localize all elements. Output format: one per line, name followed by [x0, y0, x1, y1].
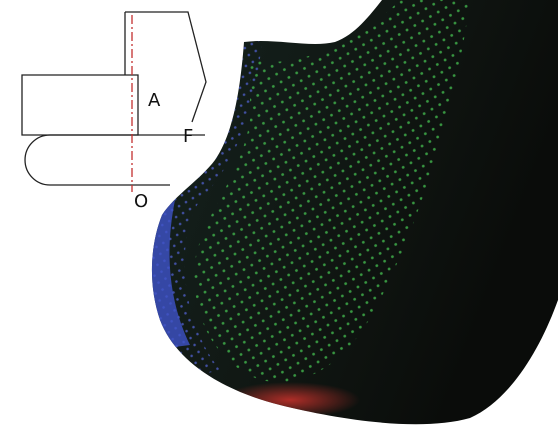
page: {"labels": {"a": "A", "f": "F", "o": "O"… — [0, 0, 558, 436]
particle-mass — [0, 0, 558, 436]
excavator-outline — [22, 12, 206, 185]
label-f: F — [183, 126, 193, 147]
diagram: A F O — [0, 0, 558, 436]
label-o: O — [134, 191, 148, 212]
label-a: A — [148, 90, 161, 111]
